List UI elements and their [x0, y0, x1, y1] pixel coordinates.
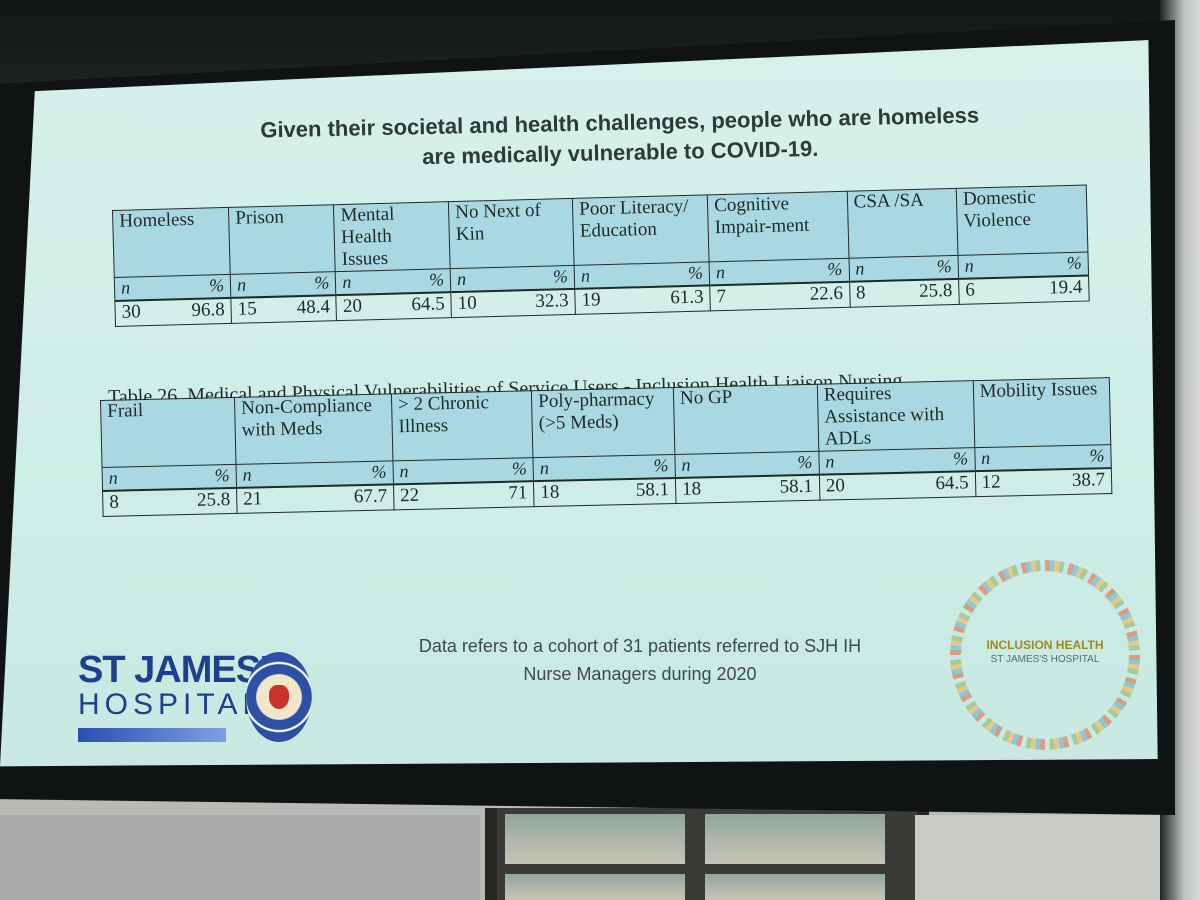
header-cell: Prison [228, 204, 336, 275]
header-cell: Requires Assistance with ADLs [817, 380, 975, 452]
vulnerability-table-medical: Frail Non-Compliance with Meds > 2 Chron… [100, 377, 1112, 517]
header-cell: Mental Health Issues [333, 201, 451, 272]
header-cell: Frail [100, 397, 236, 468]
ih-logo-subtitle: ST JAMES'S HOSPITAL [990, 654, 1100, 665]
window-pane [705, 874, 885, 900]
unit-cell: n% [974, 444, 1112, 472]
unit-cell: n% [235, 460, 394, 488]
unit-cell: n% [102, 464, 237, 491]
hospital-seal-icon [246, 652, 312, 742]
unit-cell: n% [114, 274, 231, 301]
room-window [485, 808, 929, 900]
unit-cell: n% [450, 265, 575, 293]
footnote-line-1: Data refers to a cohort of 31 patients r… [418, 636, 862, 656]
window-pane [705, 814, 885, 864]
value-cell: 19 61.3 [574, 285, 711, 315]
value-cell: 21 67.7 [236, 484, 394, 514]
dotted-ring-icon [950, 560, 1140, 750]
unit-cell: n% [574, 261, 710, 289]
header-cell: Mobility Issues [972, 377, 1111, 448]
unit-cell: n% [848, 255, 959, 282]
value-cell: 18 58.1 [533, 477, 676, 507]
unit-cell: n% [533, 454, 676, 482]
header-cell: > 2 Chronic Illness [391, 390, 534, 461]
value-cell: 30 96.8 [114, 297, 232, 327]
value-cell: 8 25.8 [849, 278, 960, 308]
value-cell: 10 32.3 [450, 288, 576, 318]
window-pane [505, 874, 685, 900]
seal-emblem [269, 685, 289, 709]
unit-cell: n% [392, 457, 534, 485]
slide-footnote: Data refers to a cohort of 31 patients r… [380, 632, 900, 688]
window-pane [505, 814, 685, 864]
header-cell: No Next of Kin [448, 198, 575, 269]
value-cell: 18 58.1 [675, 474, 820, 504]
header-cell: Non-Compliance with Meds [234, 393, 393, 465]
header-cell: Poly-pharmacy (>5 Meds) [531, 387, 675, 458]
logo-bar [78, 728, 226, 742]
header-cell: Poor Literacy/ Education [572, 194, 710, 266]
value-cell: 15 48.4 [230, 295, 337, 324]
header-cell: Domestic Violence [956, 184, 1088, 256]
value-cell: 20 64.5 [336, 292, 452, 321]
logo-line-2: HOSPITAL [78, 688, 265, 721]
header-cell: No GP [673, 384, 819, 455]
ih-logo-title: INCLUSION HEALTH [986, 638, 1104, 652]
value-cell: 7 22.6 [709, 281, 850, 311]
unit-cell: n% [230, 271, 337, 298]
inclusion-health-logo: INCLUSION HEALTH ST JAMES'S HOSPITAL [950, 560, 1140, 750]
unit-cell: n% [674, 451, 820, 478]
room-wall-left [0, 815, 480, 900]
value-cell: 6 19.4 [958, 275, 1090, 305]
unit-cell: n% [335, 268, 451, 296]
value-cell: 8 25.8 [102, 487, 238, 517]
header-cell: Homeless [112, 207, 231, 278]
value-cell: 20 64.5 [819, 471, 976, 501]
header-cell: Cognitive Impair-ment [707, 191, 849, 262]
value-cell: 12 38.7 [974, 468, 1112, 497]
unit-cell: n% [957, 251, 1089, 279]
unit-cell: n% [818, 447, 975, 475]
value-cell: 22 71 [393, 481, 535, 510]
footnote-line-2: Nurse Managers during 2020 [523, 664, 757, 684]
header-cell: CSA /SA [846, 188, 958, 259]
room-wall-right [915, 815, 1200, 900]
